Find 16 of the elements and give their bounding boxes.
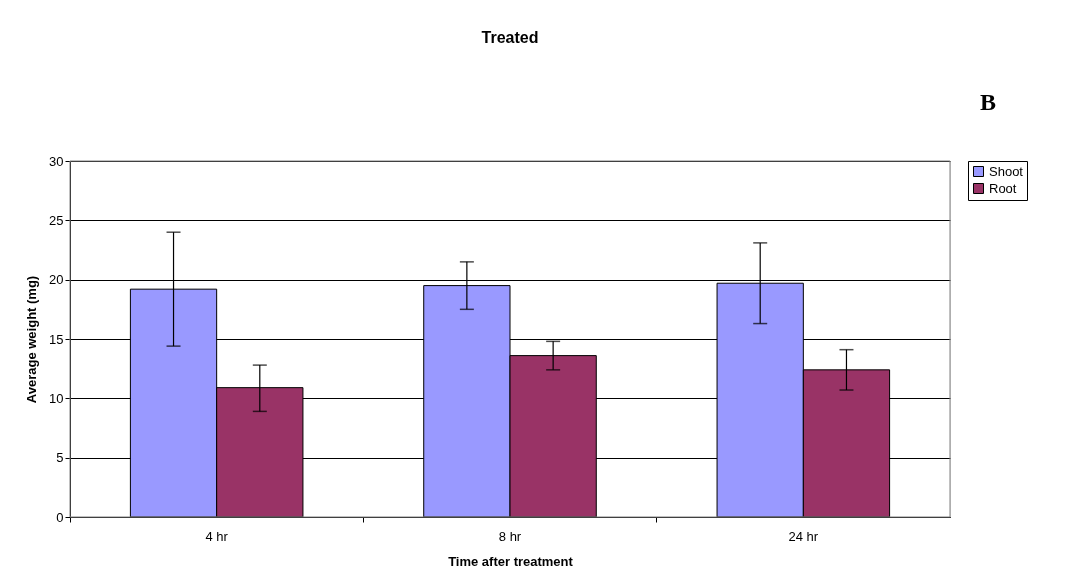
chart-title: Treated — [481, 29, 539, 46]
y-tick-label: 5 — [56, 450, 64, 466]
x-axis-title: Time after treatment — [448, 553, 574, 568]
x-tick-label: 4 hr — [205, 528, 229, 544]
y-tick-label: 30 — [49, 153, 64, 169]
y-tick-label: 10 — [49, 390, 64, 406]
y-tick-label: 15 — [49, 331, 64, 347]
y-tick-label: 20 — [49, 272, 64, 288]
legend-label: Root — [989, 180, 1017, 196]
legend-label: Shoot — [989, 163, 1024, 179]
y-tick-label: 0 — [56, 509, 64, 525]
y-tick-label: 25 — [49, 212, 64, 228]
text: B — [980, 89, 997, 115]
x-tick-label: 8 hr — [498, 528, 522, 544]
y-axis-title: Average weight (mg) — [24, 275, 40, 404]
x-tick-label: 24 hr — [788, 528, 819, 544]
